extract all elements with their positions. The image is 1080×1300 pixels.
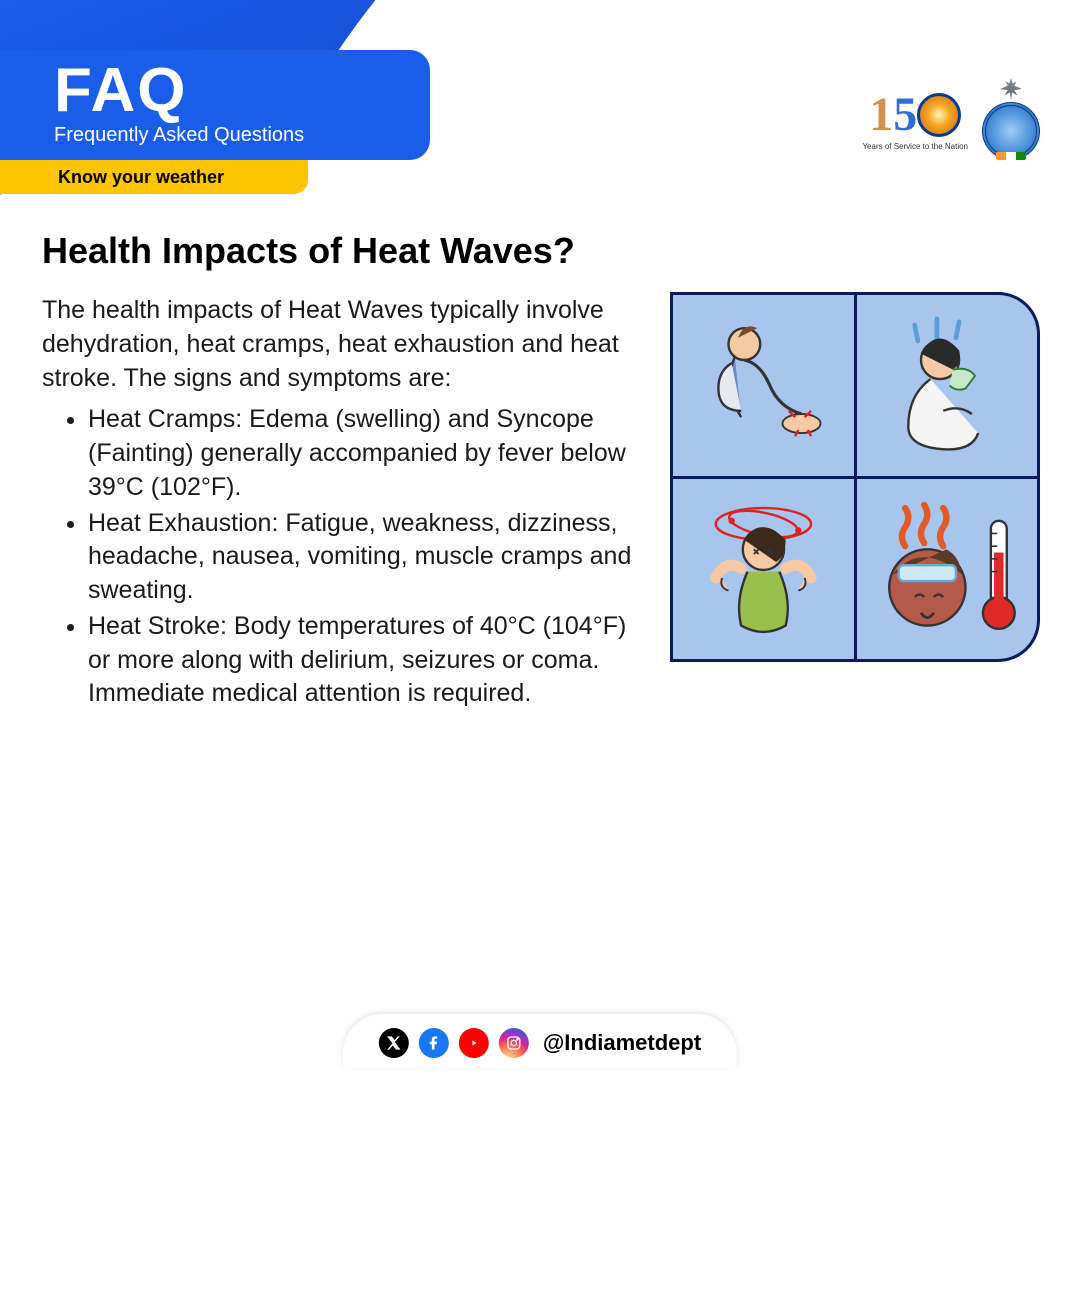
header-logos: 15 Years of Service to the Nation: [862, 78, 1040, 160]
instagram-icon[interactable]: [499, 1028, 529, 1058]
content-area: Health Impacts of Heat Waves? The health…: [42, 230, 642, 713]
panel-dizziness: [673, 479, 854, 660]
panel-fever: [857, 479, 1038, 660]
faq-banner: FAQ Frequently Asked Questions: [0, 50, 430, 160]
youtube-icon[interactable]: [459, 1028, 489, 1058]
list-item: Heat Stroke: Body temperatures of 40°C (…: [88, 610, 642, 711]
symptoms-list: Heat Cramps: Edema (swelling) and Syncop…: [42, 403, 642, 711]
x-icon[interactable]: [379, 1028, 409, 1058]
panel-nausea: [857, 295, 1038, 476]
list-item: Heat Cramps: Edema (swelling) and Syncop…: [88, 403, 642, 504]
tagline-strip: Know your weather: [0, 160, 308, 194]
illustration-grid: [670, 292, 1040, 662]
faq-subtitle: Frequently Asked Questions: [54, 124, 400, 147]
panel-heat-cramps: [673, 295, 854, 476]
list-item: Heat Exhaustion: Fatigue, weakness, dizz…: [88, 507, 642, 608]
imd-emblem: [982, 78, 1040, 160]
tagline-text: Know your weather: [58, 167, 224, 188]
footer-social-pill: @Indiametdept: [343, 1014, 737, 1068]
facebook-icon[interactable]: [419, 1028, 449, 1058]
years-logo: 15 Years of Service to the Nation: [862, 87, 968, 151]
faq-title: FAQ: [54, 60, 400, 122]
imd-badge-icon: [982, 102, 1040, 160]
social-handle: @Indiametdept: [543, 1030, 701, 1056]
question-heading: Health Impacts of Heat Waves?: [42, 230, 642, 272]
ashoka-emblem-icon: [1000, 78, 1022, 100]
intro-text: The health impacts of Heat Waves typical…: [42, 294, 642, 395]
years-number-icon: 15: [869, 87, 961, 142]
years-caption: Years of Service to the Nation: [862, 142, 968, 151]
